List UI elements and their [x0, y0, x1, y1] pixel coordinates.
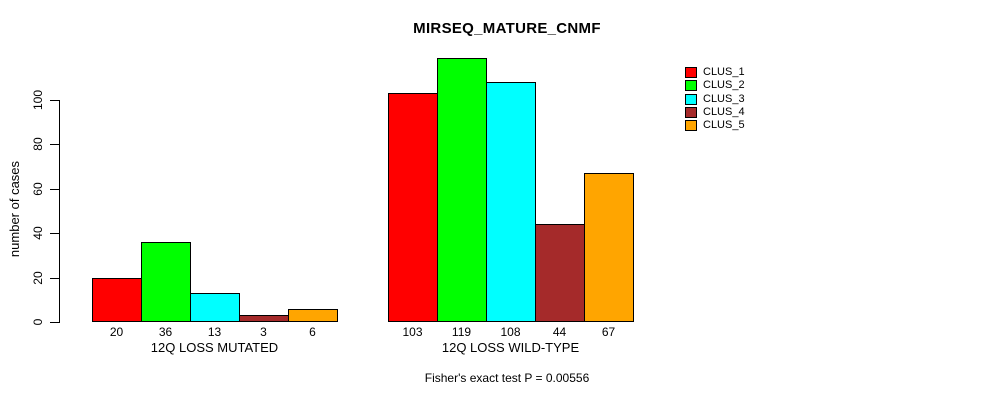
bar [437, 58, 487, 322]
y-axis-tick-label: 40 [31, 226, 45, 240]
bar-value-label: 6 [309, 325, 316, 339]
y-axis-tick-label: 60 [31, 182, 45, 196]
y-axis-tick [50, 189, 59, 190]
x-group-label: 12Q LOSS MUTATED [150, 340, 279, 355]
legend-swatch-icon [685, 120, 697, 132]
y-axis-tick [50, 233, 59, 234]
y-axis-tick-label: 100 [31, 89, 45, 111]
x-group-label: 12Q LOSS WILD-TYPE [441, 340, 580, 355]
bar [486, 82, 536, 322]
bar-value-label: 108 [500, 325, 521, 339]
y-axis-tick [50, 278, 59, 279]
legend-item: CLUS_3 [685, 93, 745, 106]
y-axis-tick-label: 20 [31, 271, 45, 285]
legend-label: CLUS_3 [703, 92, 745, 105]
bar [141, 242, 191, 322]
legend-item: CLUS_2 [685, 79, 745, 92]
bar [288, 309, 338, 322]
legend-swatch-icon [685, 67, 697, 79]
legend-item: CLUS_4 [685, 106, 745, 119]
bar-value-label: 103 [402, 325, 423, 339]
y-axis-tick [50, 144, 59, 145]
y-axis-tick-label: 0 [31, 318, 45, 326]
pvalue-annotation: Fisher's exact test P = 0.00556 [424, 371, 590, 385]
bar-value-label: 67 [601, 325, 616, 339]
y-axis-tick-label: 80 [31, 137, 45, 151]
legend-label: CLUS_5 [703, 119, 745, 132]
legend-item: CLUS_5 [685, 119, 745, 132]
y-axis-title: number of cases [7, 160, 22, 258]
bar-value-label: 36 [158, 325, 173, 339]
bar [535, 224, 585, 322]
legend-swatch-icon [685, 107, 697, 119]
bar-value-label: 13 [207, 325, 222, 339]
bar [190, 293, 240, 322]
legend-label: CLUS_4 [703, 106, 745, 119]
bar [388, 93, 438, 322]
legend-label: CLUS_1 [703, 66, 745, 79]
bar [92, 278, 142, 322]
bar-value-label: 119 [451, 325, 472, 339]
legend-swatch-icon [685, 93, 697, 105]
y-axis-tick [50, 322, 59, 323]
legend-label: CLUS_2 [703, 79, 745, 92]
legend-item: CLUS_1 [685, 66, 745, 79]
legend-swatch-icon [685, 80, 697, 92]
bar-value-label: 44 [552, 325, 567, 339]
bar [584, 173, 634, 322]
y-axis-line [59, 100, 60, 323]
bar-value-label: 20 [109, 325, 124, 339]
legend: CLUS_1 CLUS_2 CLUS_3 CLUS_4 CLUS_5 [685, 66, 745, 132]
bar-value-label: 3 [260, 325, 267, 339]
chart-title: MIRSEQ_MATURE_CNMF [413, 20, 601, 37]
bar [239, 315, 289, 322]
y-axis-tick [50, 100, 59, 101]
